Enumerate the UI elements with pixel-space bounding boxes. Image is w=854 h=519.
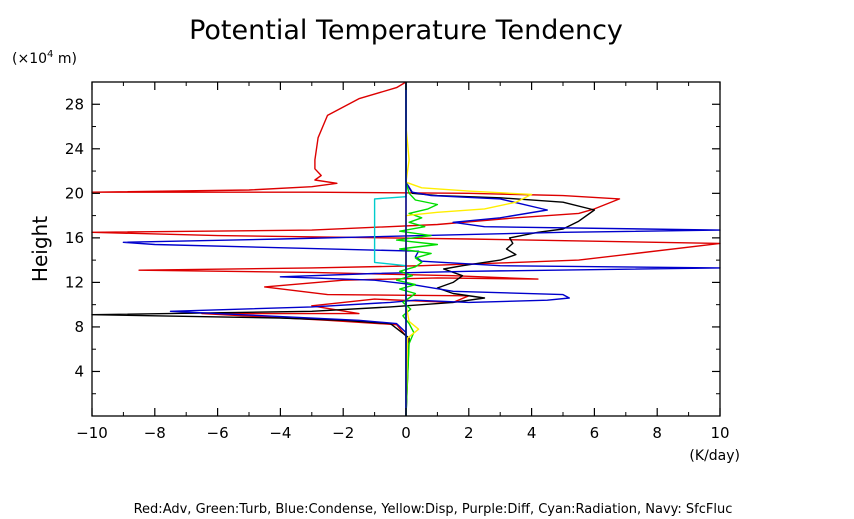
x-tick-label: −6 <box>207 424 229 442</box>
y-tick-label: 24 <box>65 140 84 158</box>
x-ticks: −10 −8 −6 −4 −2 0 2 4 6 8 10 <box>76 82 730 442</box>
series-line-yellow <box>405 82 533 417</box>
y-unit-exponent: 4 <box>47 49 53 60</box>
y-tick-label: 20 <box>65 184 84 202</box>
series-line-blue <box>122 82 721 416</box>
x-tick-label: −2 <box>332 424 354 442</box>
x-tick-label: 4 <box>527 424 537 442</box>
x-tick-label: −4 <box>269 424 291 442</box>
series-group <box>91 81 721 417</box>
x-tick-label: 2 <box>464 424 474 442</box>
legend-text: Red:Adv, Green:Turb, Blue:Condense, Yell… <box>134 502 733 517</box>
x-tick-label: 6 <box>590 424 600 442</box>
series-line-green <box>395 82 439 417</box>
y-axis-label: Height <box>28 216 52 282</box>
chart-title: Potential Temperature Tendency <box>189 15 623 46</box>
x-tick-label: −10 <box>76 424 108 442</box>
y-tick-label: 28 <box>65 95 84 113</box>
y-unit-suffix: m) <box>53 51 77 67</box>
y-tick-label: 16 <box>65 229 84 247</box>
x-axis-label: (K/day) <box>689 448 740 464</box>
x-tick-label: −8 <box>144 424 166 442</box>
x-tick-label: 10 <box>710 424 729 442</box>
y-tick-label: 8 <box>74 318 84 336</box>
x-tick-label: 0 <box>401 424 411 442</box>
y-unit-label: (×104 m) <box>12 49 77 67</box>
y-unit-prefix: (×10 <box>12 51 47 67</box>
y-ticks: 4 8 12 16 20 24 28 <box>65 95 720 395</box>
y-tick-label: 4 <box>74 362 84 380</box>
series-line-red <box>91 81 721 417</box>
y-tick-label: 12 <box>65 273 84 291</box>
series-line-black <box>91 82 596 417</box>
series-line-cyan <box>373 82 407 416</box>
x-tick-label: 8 <box>652 424 662 442</box>
